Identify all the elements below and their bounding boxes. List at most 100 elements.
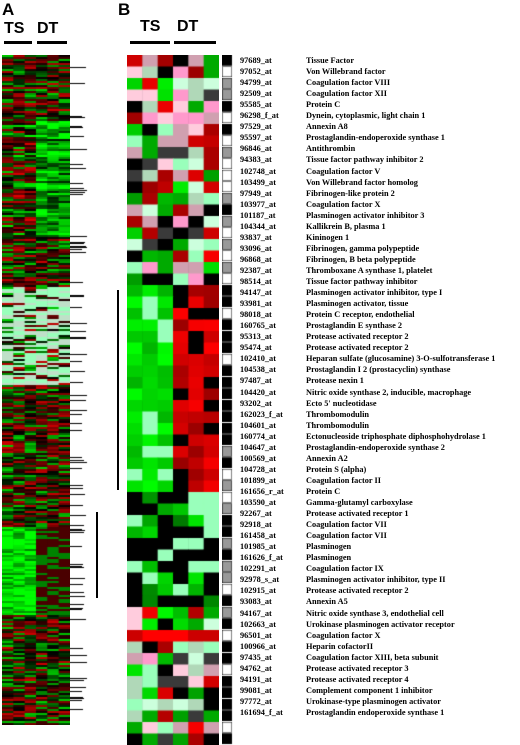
panel-a-dt-label: DT [37,20,59,37]
gene-name: Protein S (alpha) [306,464,367,474]
gene-name: Protease activated receptor 4 [306,674,409,684]
gene-name: Coagulation factor VII [306,520,387,530]
probe-id: 94147_at [240,288,272,298]
probe-id: 97052_at [240,67,272,77]
gene-name: Coagulation factor X [306,199,381,209]
gene-name: Dynein, cytoplasmic, light chain 1 [306,111,426,121]
probe-id: 102915_at [240,586,276,596]
panel-a-cluster-line [96,512,98,598]
gene-name: Fibrinogen, gamma polypeptide [306,243,420,253]
probe-id: 162023_f_at [240,409,283,419]
probe-id: 96298_f_at [240,111,279,121]
probe-id: 102291_at [240,564,276,574]
probe-id: 92509_at [240,89,272,99]
probe-id: 93202_at [240,398,272,408]
probe-id: 98018_at [240,310,272,320]
probe-id: 101985_at [240,542,276,552]
gene-name: Plasminogen [306,553,352,563]
panel-a-heatmap [2,55,70,725]
probe-id: 94762_at [240,663,272,673]
probe-id: 96846_at [240,144,272,154]
probe-id: 98514_at [240,277,272,286]
gene-name: Protease activated receptor 2 [306,586,409,596]
probe-id: 93083_at [240,597,272,607]
probe-id: 160774_at [240,431,276,441]
gene-name: Prostaglandin-endoperoxide synthase 1 [306,133,445,143]
gene-name: Kininogen 1 [306,232,350,242]
gene-name: Prostaglandin endoperoxide synthase 1 [306,707,445,717]
gene-name: Plasminogen activator inhibitor 3 [306,210,425,220]
probe-id: 97435_at [240,652,272,662]
probe-id: 103977_at [240,199,276,209]
gene-name: Gamma-glutamyl carboxylase [306,498,413,507]
probe-id: 93837_at [240,232,272,242]
probe-id: 161656_r_at [240,486,284,496]
probe-id: 95585_at [240,100,272,110]
probe-id: 97529_at [240,122,272,132]
probe-id: 161458_at [240,531,276,541]
gene-name: Urokinase-type plasminogen activator [306,696,441,706]
probe-id: 104538_at [240,365,276,375]
probe-id: 95474_at [240,343,272,353]
panel-a-dt-bar [37,41,67,44]
gene-name: Thrombomodulin [306,420,370,430]
gene-name: Ecto 5' nucleotidase [306,398,377,408]
gene-name: Fibrinogen-like protein 2 [306,188,395,198]
gene-name: Nitric oxide synthase 3, endothelial cel… [306,608,444,618]
panel-a-tick-marks [70,55,88,725]
panel-b-indicator-column [222,55,234,745]
gene-name: Coagulation factor XII [306,89,387,99]
gene-name: Tissue Factor [306,56,355,65]
probe-id: 94383_at [240,155,272,165]
gene-name: Annexin A2 [306,453,348,463]
gene-name: Prostaglandin-endoperoxide synthase 2 [306,442,445,452]
gene-name: Coagulation factor VIII [306,78,391,88]
gene-name: Complement component 1 inhibitor [306,685,433,695]
gene-name: Urokinase plasminogen activator receptor [306,619,455,629]
gene-name: Thromboxane A synthase 1, platelet [306,265,433,275]
gene-name: Heparan sulfate (glucosamine) 3-O-sulfot… [306,354,496,364]
gene-name: Nitric oxide synthase 2, inducible, macr… [306,387,472,397]
probe-id: 93981_at [240,299,272,309]
probe-id: 92267_at [240,509,272,519]
probe-id: 92978_s_at [240,575,280,585]
gene-name: Plasminogen activator, tissue [306,299,409,309]
probe-id: 101899_at [240,475,276,485]
gene-name: Annexin A5 [306,597,348,607]
gene-name: Protease activated receptor 2 [306,332,409,342]
gene-name: Coagulation factor X [306,630,381,640]
gene-name: Prostaglandin E synthase 2 [306,321,402,331]
gene-name: Protein C receptor, endothelial [306,310,415,320]
gene-name: Protein C [306,100,341,110]
panel-b-letter: B [118,0,131,19]
gene-name: Coagulation factor VII [306,531,387,541]
probe-id: 94167_at [240,608,272,618]
gene-name: Protease activated receptor 1 [306,509,409,519]
panel-b-heatmap [127,55,219,745]
gene-name: Plasminogen activator inhibitor, type II [306,575,446,585]
gene-name: Coagulation factor XIII, beta subunit [306,652,439,662]
gene-name: Von Willebrand factor homolog [306,177,418,187]
gene-name: Antithrombin [306,144,356,154]
probe-id: 97949_at [240,188,272,198]
probe-id: 103499_at [240,177,276,187]
probe-id: 160765_at [240,321,276,331]
panel-a-ts-label: TS [4,20,25,37]
gene-name: Tissue factor pathway inhibitor [306,277,418,286]
gene-name: Coagulation factor V [306,166,381,176]
gene-name: Coagulation factor II [306,475,381,485]
probe-id: 101187_at [240,210,276,220]
gene-name: Kallikrein B, plasma 1 [306,221,386,231]
probe-id: 161694_f_at [240,707,283,717]
gene-name: Tissue factor pathway inhibitor 2 [306,155,424,165]
panel-b-dt-bar [174,41,216,44]
gene-name: Plasminogen [306,542,352,552]
probe-id: 96501_at [240,630,272,640]
probe-id: 92918_at [240,520,272,530]
probe-id: 96868_at [240,254,272,264]
panel-a-ts-bar [4,41,32,44]
probe-id: 161626_f_at [240,553,283,563]
gene-name: Heparin cofactorII [306,641,374,651]
gene-name: Ectonucleoside triphosphate diphosphohyd… [306,431,486,441]
probe-id: 104728_at [240,464,276,474]
